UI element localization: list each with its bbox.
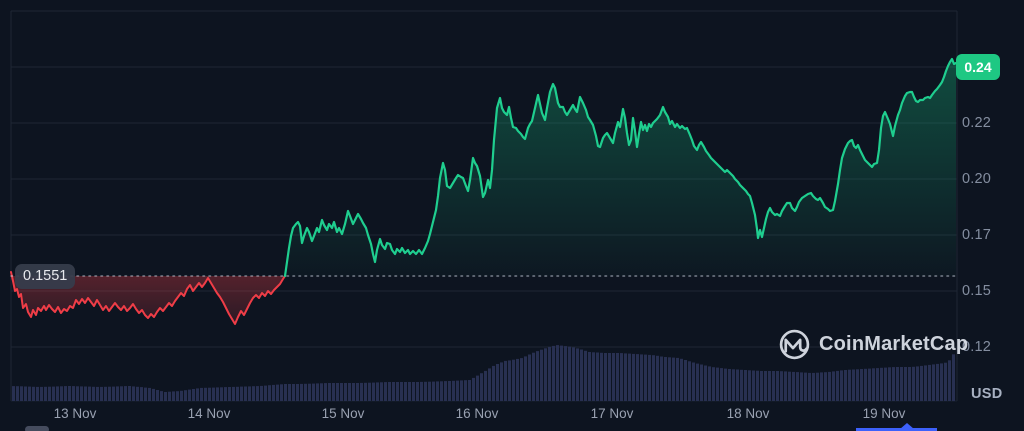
date-tooltip-arrow-icon <box>900 423 914 429</box>
x-axis-label: 17 Nov <box>590 406 634 421</box>
y-axis-label: 0.12 <box>962 339 992 355</box>
x-axis-label: 19 Nov <box>862 406 906 421</box>
y-axis-label: 0.17 <box>962 227 992 243</box>
y-axis-label: 0.22 <box>962 115 992 131</box>
date-tooltip-edge <box>856 428 937 431</box>
y-axis-label: 0.15 <box>962 283 992 299</box>
x-axis-label: 15 Nov <box>321 406 365 421</box>
currency-unit-label: USD <box>971 386 1003 402</box>
current-price-badge: 0.24 <box>956 54 1000 80</box>
y-axis-label: 0.20 <box>962 171 992 187</box>
x-axis-label: 18 Nov <box>726 406 770 421</box>
scrollbar-thumb[interactable] <box>25 426 49 431</box>
coinmarketcap-watermark[interactable]: CoinMarketCap <box>778 328 968 361</box>
baseline-price-tag: 0.1551 <box>15 264 76 289</box>
x-axis-label: 13 Nov <box>53 406 97 421</box>
x-axis-label: 14 Nov <box>187 406 231 421</box>
coinmarketcap-logo-icon <box>779 329 810 360</box>
watermark-label: CoinMarketCap <box>819 333 969 355</box>
x-axis-label: 16 Nov <box>455 406 499 421</box>
